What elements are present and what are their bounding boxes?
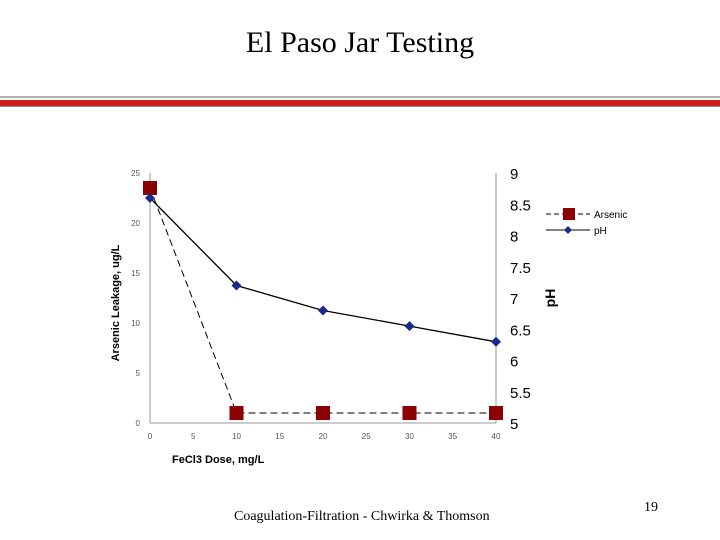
y2-axis-title: pH bbox=[542, 289, 558, 308]
arsenic-data-point bbox=[489, 406, 503, 420]
x-tick-label: 25 bbox=[362, 432, 371, 441]
ph-data-point bbox=[318, 305, 328, 316]
y-tick-label: 15 bbox=[131, 269, 140, 278]
legend-arsenic-label: Arsenic bbox=[594, 210, 627, 221]
y2-tick-label: 6.5 bbox=[510, 322, 531, 339]
y2-tick-label: 7.5 bbox=[510, 260, 531, 277]
x-tick-label: 35 bbox=[448, 432, 457, 441]
y-tick-label: 25 bbox=[131, 169, 140, 178]
y2-tick-label: 8 bbox=[510, 229, 518, 246]
title-divider bbox=[0, 96, 720, 108]
arsenic-data-point bbox=[229, 406, 244, 420]
y2-tick-label: 5 bbox=[510, 416, 518, 433]
page-number: 19 bbox=[644, 500, 658, 515]
legend-arsenic-marker bbox=[563, 208, 575, 220]
x-tick-label: 30 bbox=[405, 432, 414, 441]
ph-data-point bbox=[404, 321, 415, 332]
x-tick-label: 0 bbox=[148, 432, 153, 441]
y-axis-title: Arsenic Leakage, ug/L bbox=[110, 244, 122, 361]
divider-red-line bbox=[0, 100, 720, 107]
arsenic-series-line bbox=[149, 187, 496, 414]
y-tick-label: 5 bbox=[136, 369, 141, 378]
arsenic-data-point bbox=[402, 406, 417, 420]
x-tick-label: 10 bbox=[232, 432, 241, 441]
x-tick-label: 20 bbox=[319, 432, 328, 441]
x-tick-label: 15 bbox=[275, 432, 284, 441]
ph-data-point bbox=[231, 280, 242, 291]
arsenic-data-point bbox=[143, 181, 157, 195]
y-tick-label: 20 bbox=[131, 219, 140, 228]
y2-tick-label: 9 bbox=[510, 166, 518, 183]
y2-tick-label: 6 bbox=[510, 354, 518, 371]
ph-data-point bbox=[145, 193, 155, 203]
ph-series-line bbox=[149, 197, 497, 343]
x-axis-title: FeCl3 Dose, mg/L bbox=[172, 454, 265, 466]
arsenic-data-point bbox=[316, 406, 330, 420]
x-tick-label: 5 bbox=[191, 432, 196, 441]
legend-ph-label: pH bbox=[594, 226, 607, 237]
y2-tick-label: 7 bbox=[510, 291, 518, 308]
slide-title: El Paso Jar Testing bbox=[245, 26, 475, 59]
y2-tick-label: 5.5 bbox=[510, 385, 531, 402]
y2-tick-label: 8.5 bbox=[510, 197, 531, 214]
footer-credit: Coagulation-Filtration - Chwirka & Thoms… bbox=[234, 509, 490, 524]
divider-gray-line bbox=[0, 96, 720, 98]
ph-data-point bbox=[491, 336, 501, 347]
y-tick-label: 0 bbox=[136, 419, 141, 428]
x-tick-label: 40 bbox=[492, 432, 501, 441]
y-tick-label: 10 bbox=[131, 319, 140, 328]
legend-ph-marker bbox=[564, 226, 572, 234]
